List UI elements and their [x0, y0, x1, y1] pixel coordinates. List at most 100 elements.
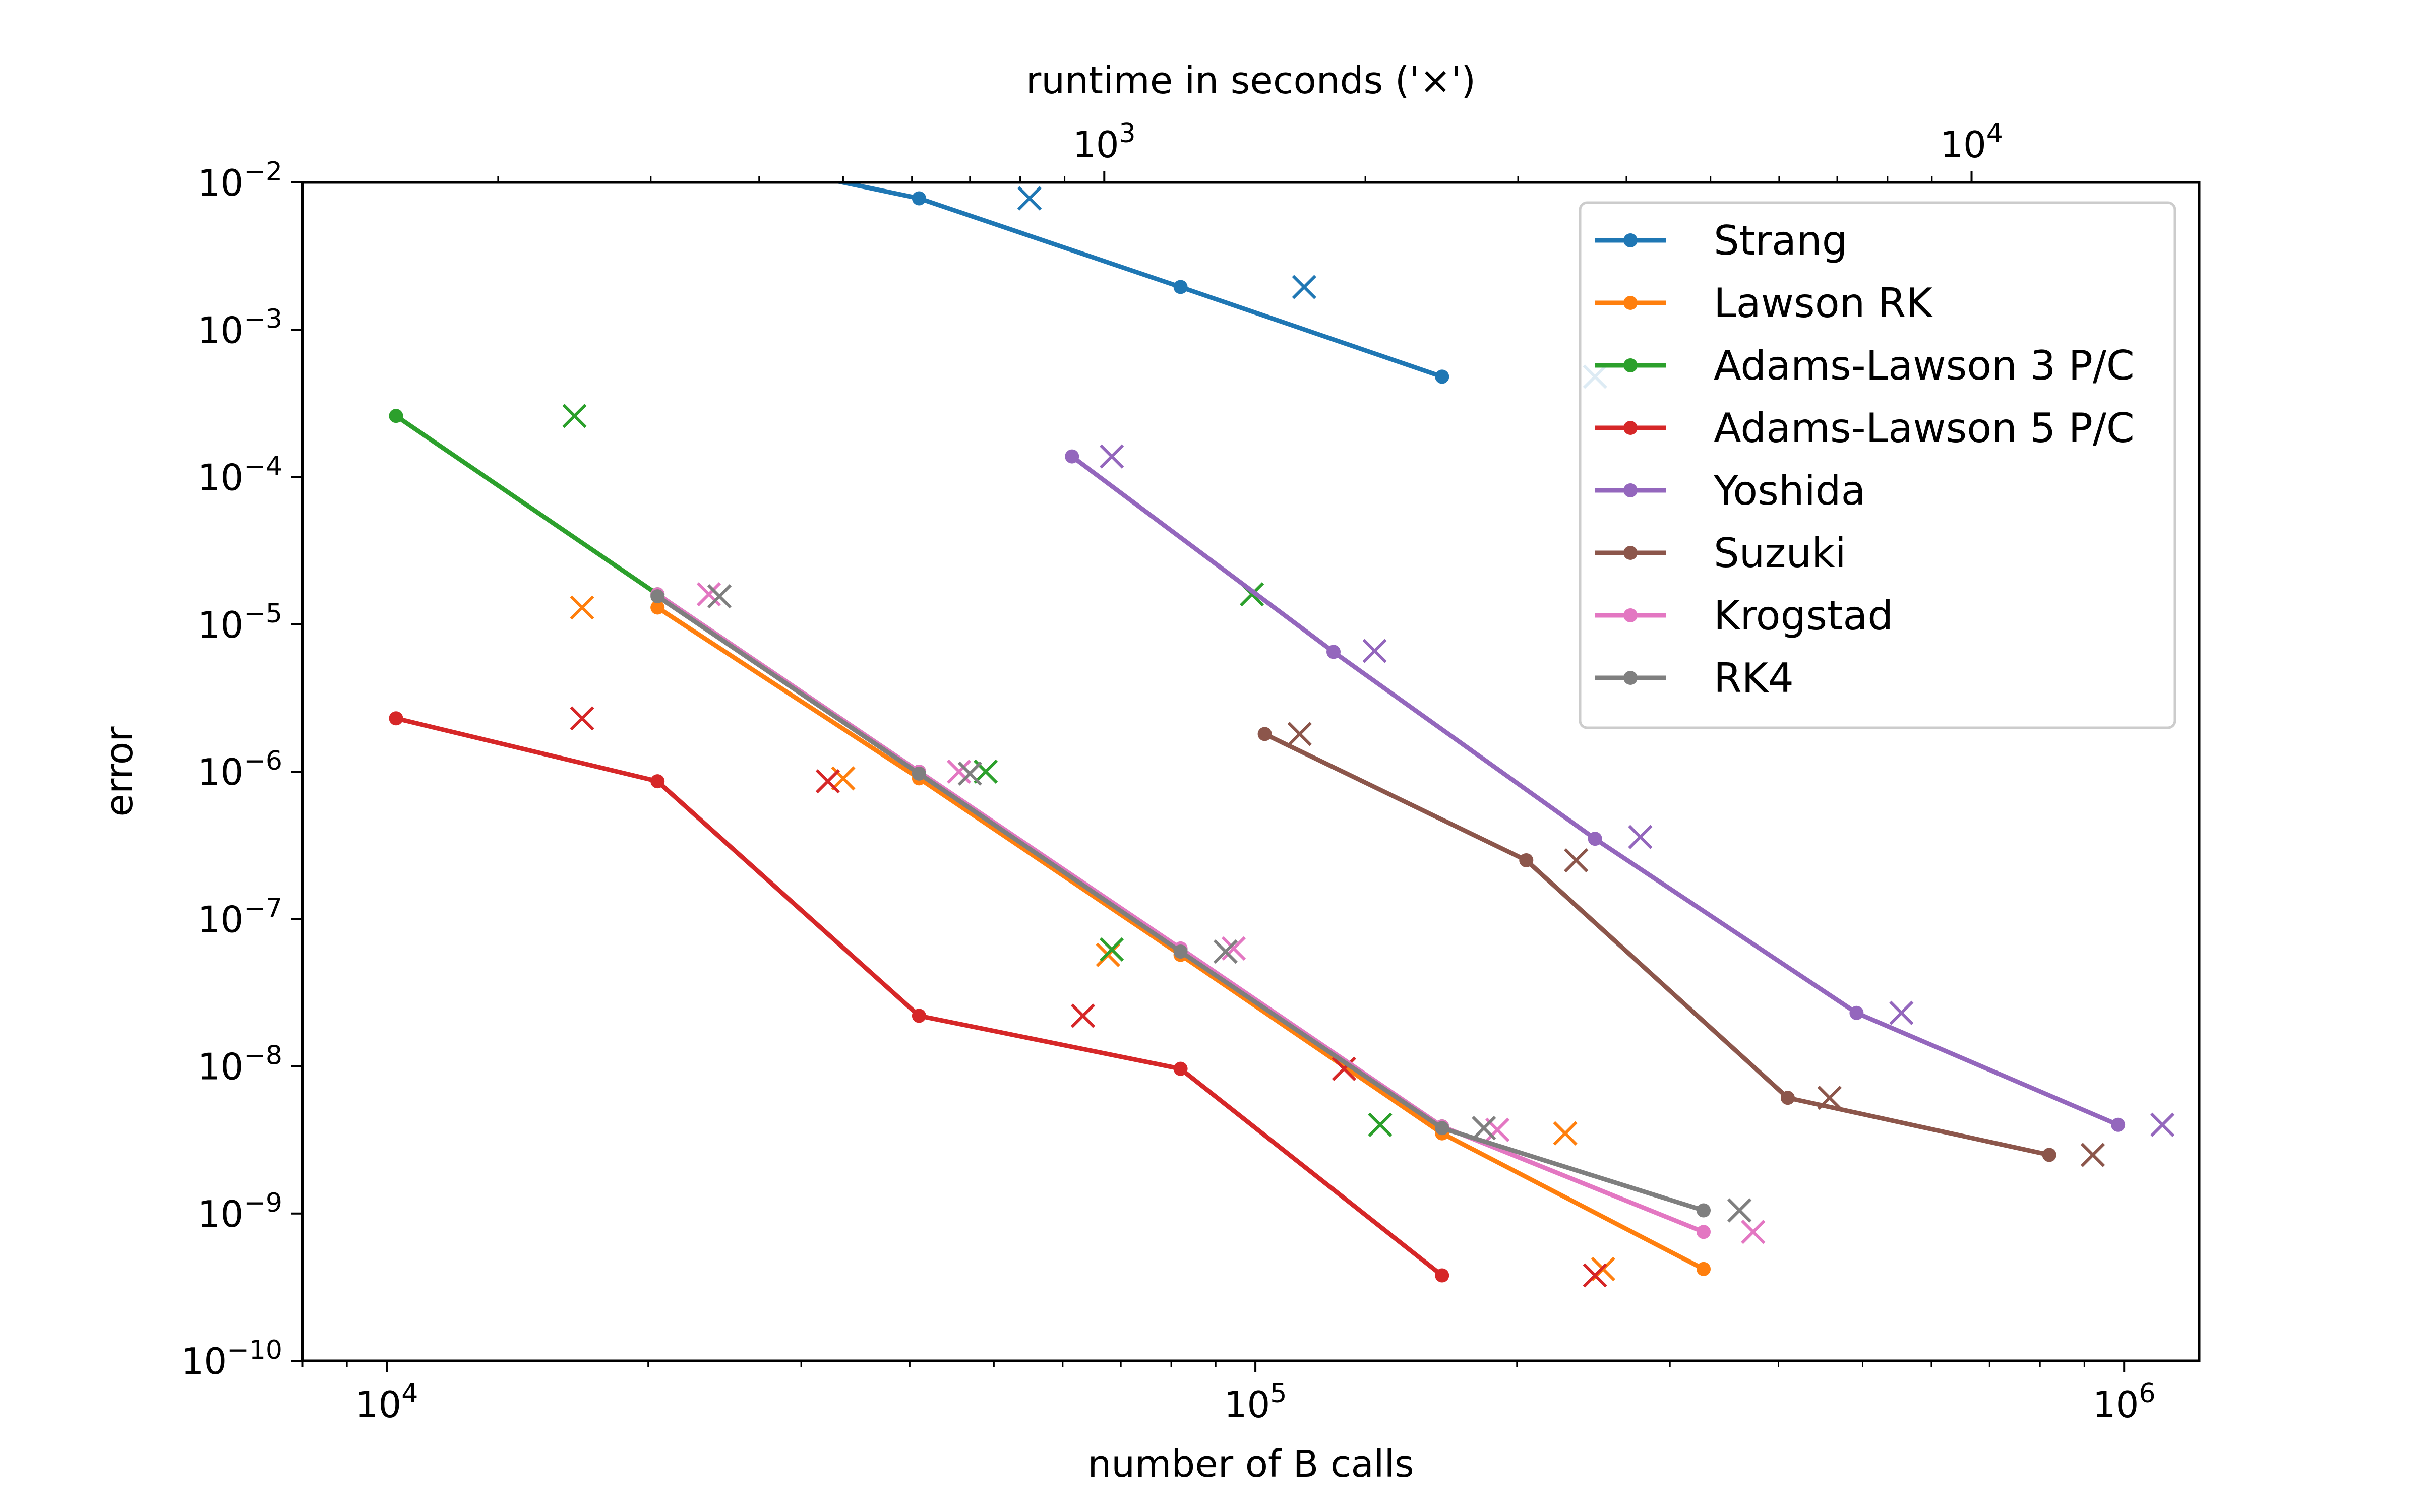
data-layer: [389, 182, 2175, 1288]
y-tick-label: 10−5: [198, 599, 282, 646]
series-yoshida-point: [1588, 832, 1602, 846]
y-tick-label-exp: −5: [244, 599, 282, 629]
series-rk4-point: [1435, 1121, 1449, 1136]
series-layer: [389, 182, 2175, 1288]
series-krogstad-runtime-marker-stroke: [1485, 1117, 1510, 1142]
y-tick-label-exp: −9: [244, 1188, 282, 1218]
y-tick-label-base: 10: [198, 457, 244, 499]
series-adams-lawson-5-p-c-runtime-marker-stroke: [1070, 1003, 1096, 1028]
series-strang-line: [832, 182, 1445, 380]
series-rk4-runtime-marker-stroke: [1727, 1198, 1752, 1223]
series-krogstad-runtime-marker: [1741, 1220, 1766, 1244]
series-adams-lawson-3-p-c-runtime-marker: [1099, 937, 1124, 962]
series-strang-point: [912, 191, 926, 206]
series-krogstad-runtime-marker: [1221, 936, 1246, 961]
x2-tick-label-base: 10: [1940, 123, 1986, 166]
y-tick-label-base: 10: [198, 1046, 244, 1088]
legend-label: Strang: [1714, 217, 1848, 264]
legend-label: RK4: [1714, 655, 1794, 702]
series-rk4-point: [650, 589, 665, 604]
series-suzuki-runtime-marker-stroke: [2081, 1143, 2105, 1167]
series-adams-lawson-5-p-c-runtime-marker-stroke: [570, 706, 594, 731]
series-adams-lawson-5-p-c-runtime-marker: [1583, 1263, 1607, 1288]
series-adams-lawson-3-p-c-runtime-marker-stroke: [1099, 937, 1124, 962]
series-suzuki-line: [1261, 731, 2052, 1158]
series-rk4-runtime-marker-stroke: [957, 761, 982, 786]
series-adams-lawson-5-p-c-runtime-marker: [1332, 1056, 1356, 1081]
series-adams-lawson-3-p-c-runtime-marker-stroke: [974, 759, 998, 784]
legend-item-rk4: RK4: [1595, 655, 1794, 702]
y-tick-label-exp: −3: [244, 304, 282, 334]
series-lawson-rk-point: [1696, 1262, 1711, 1276]
y-tick-label-exp: −2: [244, 157, 282, 187]
x-tick-label-base: 10: [355, 1383, 402, 1426]
series-strang-runtime-marker: [1292, 275, 1316, 299]
series-adams-lawson-5-p-c-runtime-marker-stroke: [815, 769, 840, 794]
series-yoshida: [1065, 444, 2175, 1137]
series-adams-lawson-3-p-c-runtime-marker-stroke: [562, 404, 587, 428]
series-yoshida-runtime-marker: [1889, 1000, 1914, 1025]
series-strang-point: [1173, 280, 1188, 294]
series-adams-lawson-3-p-c-runtime-marker: [562, 404, 587, 428]
legend-swatch-marker: [1623, 608, 1638, 622]
series-krogstad-runtime-marker-stroke: [947, 759, 972, 784]
x2-tick-label: 103: [1073, 118, 1136, 166]
series-rk4-runtime-marker-stroke: [1472, 1116, 1496, 1141]
y-tick-label-exp: −8: [244, 1041, 282, 1071]
series-adams-lawson-5-p-c-point: [912, 1009, 926, 1023]
series-adams-lawson-3-p-c-runtime-marker-stroke: [1240, 582, 1264, 607]
series-yoshida-runtime-marker-stroke: [1362, 639, 1387, 663]
x-tick-label-base: 10: [1224, 1383, 1270, 1426]
x2-tick-label-exp: 4: [1986, 118, 2003, 149]
series-krogstad-point: [1696, 1225, 1711, 1239]
legend-item-suzuki: Suzuki: [1595, 530, 1846, 577]
series-strang-runtime-marker-stroke: [1292, 275, 1316, 299]
y-tick-label: 10−9: [198, 1188, 282, 1235]
legend-label: Yoshida: [1713, 467, 1866, 514]
y-tick-label: 10−8: [198, 1041, 282, 1088]
legend-item-adams-lawson-3-p-c: Adams-Lawson 3 P/C: [1595, 342, 2135, 389]
legend-swatch-marker: [1623, 546, 1638, 560]
y-tick-label-exp: −7: [244, 893, 282, 923]
x-tick-label-exp: 5: [1270, 1378, 1287, 1409]
legend-label: Adams-Lawson 5 P/C: [1714, 405, 2135, 452]
legend-label: Lawson RK: [1714, 280, 1933, 327]
y-tick-label-base: 10: [198, 898, 244, 940]
y-tick-label-base: 10: [198, 751, 244, 793]
series-suzuki-runtime-marker: [1287, 722, 1312, 746]
x2-tick-label-exp: 3: [1119, 118, 1136, 149]
series-yoshida-runtime-marker: [1099, 444, 1124, 469]
series-adams-lawson-5-p-c-point: [1435, 1268, 1449, 1283]
y-tick-label-base: 10: [198, 309, 244, 351]
series-adams-lawson-5-p-c-runtime-marker: [815, 769, 840, 794]
y-tick-label-base: 10: [198, 604, 244, 646]
y-tick-label: 10−6: [198, 746, 282, 793]
series-adams-lawson-5-p-c-point: [1173, 1061, 1188, 1076]
legend-item-krogstad: Krogstad: [1595, 592, 1893, 639]
series-yoshida-runtime-marker-stroke: [1889, 1000, 1914, 1025]
x-axis-title: number of B calls: [1087, 1442, 1414, 1486]
legend-swatch-marker: [1623, 296, 1638, 310]
series-lawson-rk-runtime-marker: [570, 595, 594, 620]
series-yoshida-runtime-marker: [2150, 1112, 2175, 1137]
y-axis-title: error: [98, 726, 141, 817]
series-lawson-rk-point: [650, 600, 665, 615]
y-tick-label-base: 10: [198, 1193, 244, 1235]
series-adams-lawson-3-p-c-point: [389, 409, 403, 423]
y-tick-label-exp: −4: [244, 452, 282, 482]
series-rk4-point: [1173, 944, 1188, 959]
y-tick-label: 10−2: [198, 157, 282, 204]
series-lawson-rk-runtime-marker-stroke: [1553, 1121, 1578, 1146]
series-rk4-runtime-marker-stroke: [707, 584, 732, 609]
series-krogstad-runtime-marker: [696, 582, 721, 607]
y-tick-label-exp: −6: [244, 746, 282, 776]
series-adams-lawson-3-p-c-runtime-marker-stroke: [1368, 1112, 1393, 1137]
series-suzuki-point: [1257, 727, 1272, 741]
series-suzuki-point: [1780, 1091, 1795, 1105]
series-lawson-rk-runtime-marker-stroke: [570, 595, 594, 620]
series-yoshida-runtime-marker-stroke: [1099, 444, 1124, 469]
series-rk4-point: [912, 766, 926, 781]
series-rk4-runtime-marker-stroke: [1213, 939, 1238, 964]
x-tick-label: 105: [1224, 1378, 1287, 1426]
